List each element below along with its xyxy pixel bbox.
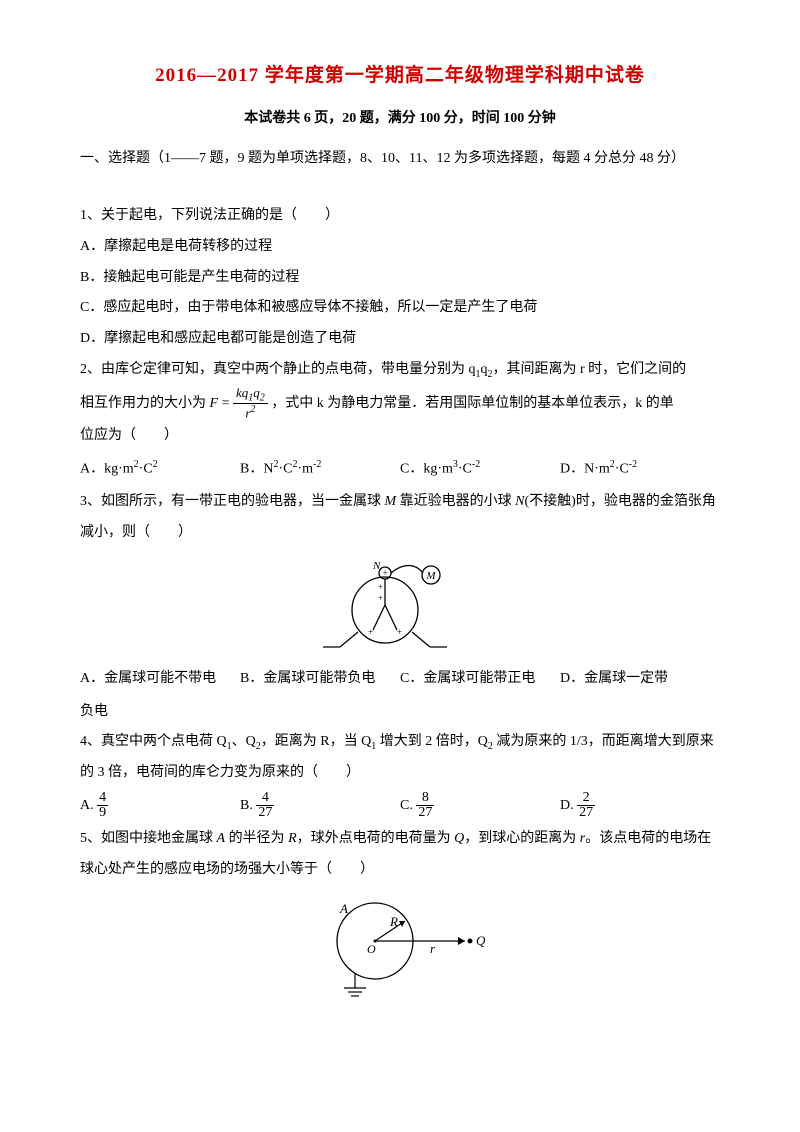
q1-optC: C．感应起电时，由于带电体和被感应导体不接触，所以一定是产生了电荷: [80, 293, 720, 324]
q2-optC: C．kg·m3·C-2: [400, 454, 560, 485]
label-N: N: [372, 560, 381, 572]
grounded-sphere-icon: O A R r Q: [300, 891, 500, 1001]
page-subtitle: 本试卷共 6 页，20 题，满分 100 分，时间 100 分钟: [80, 107, 720, 127]
q4-optC: C. 827: [400, 791, 560, 822]
q4-B-frac: 427: [256, 791, 274, 820]
q4-D-label: D.: [560, 798, 574, 813]
q3-optC: C．金属球可能带正电: [400, 664, 560, 695]
q3-stem: 3、如图所示，有一带正电的验电器，当一金属球 M 靠近验电器的小球 N(不接触)…: [80, 487, 720, 549]
q3-options: A．金属球可能不带电 B．金属球可能带负电 C．金属球可能带正电 D．金属球一定…: [80, 664, 720, 695]
q4-A-label: A.: [80, 798, 94, 813]
q4-C-label: C.: [400, 798, 413, 813]
q2-stem2a: 相互作用力的大小为: [80, 396, 206, 411]
label-A: A: [339, 901, 348, 916]
svg-text:+: +: [378, 582, 383, 592]
svg-text:+: +: [397, 627, 402, 637]
svg-text:+: +: [378, 593, 383, 603]
page-title: 2016—2017 学年度第一学期高二年级物理学科期中试卷: [80, 60, 720, 87]
q2-num: kq1q2: [233, 386, 268, 404]
q3-figure: + N + + + + M: [80, 555, 720, 660]
exam-page: 2016—2017 学年度第一学期高二年级物理学科期中试卷 本试卷共 6 页，2…: [0, 0, 800, 1132]
q4-B-label: B.: [240, 798, 253, 813]
q2-optB: B．N2·C2·m-2: [240, 454, 400, 485]
q3-optA: A．金属球可能不带电: [80, 664, 240, 695]
q2-den: r2: [233, 403, 268, 421]
label-R: R: [389, 914, 398, 929]
equals-sign: =: [222, 396, 233, 411]
q2-stem2b: ，式中 k 为静电力常量．若用国际单位制的基本单位表示，k 的单: [271, 396, 674, 411]
q4-D-frac: 227: [577, 791, 595, 820]
label-M: M: [425, 570, 436, 582]
electroscope-icon: + N + + + + M: [315, 555, 485, 655]
section-intro: 一、选择题（1——7 题，9 题为单项选择题，8、10、11、12 为多项选择题…: [80, 145, 720, 173]
q2-optD: D．N·m2·C-2: [560, 454, 720, 485]
q4-A-frac: 49: [97, 791, 108, 820]
q2-line1: 2、由库仑定律可知，真空中两个静止的点电荷，带电量分别为 q1q2，其间距离为 …: [80, 355, 720, 386]
q4-stem: 4、真空中两个点电荷 Q1、Q2，距离为 R，当 Q1 增大到 2 倍时，Q2 …: [80, 727, 720, 789]
q4-C-frac: 827: [416, 791, 434, 820]
q2-options: A．kg·m2·C2 B．N2·C2·m-2 C．kg·m3·C-2 D．N·m…: [80, 454, 720, 485]
q4-options: A. 49 B. 427 C. 827 D. 227: [80, 791, 720, 822]
q1-optA: A．摩擦起电是电荷转移的过程: [80, 232, 720, 263]
q1-stem: 1、关于起电，下列说法正确的是（ ）: [80, 201, 720, 232]
q5-figure: O A R r Q: [80, 891, 720, 1006]
q2-line2: 相互作用力的大小为 F = kq1q2 r2 ，式中 k 为静电力常量．若用国际…: [80, 386, 720, 421]
q1-optB: B．接触起电可能是产生电荷的过程: [80, 263, 720, 294]
q2-stem1b: ，其间距离为 r 时，它们之间的: [493, 362, 687, 377]
q2-F: F: [210, 396, 219, 411]
q3-optD: D．金属球一定带: [560, 664, 720, 695]
svg-text:+: +: [368, 627, 373, 637]
q3-optB: B．金属球可能带负电: [240, 664, 400, 695]
q1-optD: D．摩擦起电和感应起电都可能是创造了电荷: [80, 324, 720, 355]
q4-optD: D. 227: [560, 791, 720, 822]
label-r: r: [430, 941, 436, 956]
q5-stem: 5、如图中接地金属球 A 的半径为 R，球外点电荷的电荷量为 Q，到球心的距离为…: [80, 824, 720, 886]
plus-sign: +: [382, 568, 387, 578]
q4-optB: B. 427: [240, 791, 400, 822]
label-Q: Q: [476, 933, 486, 948]
q2-fraction: kq1q2 r2: [233, 386, 268, 421]
q2-stem1: 2、由库仑定律可知，真空中两个静止的点电荷，带电量分别为 q: [80, 362, 476, 377]
q3-optD-cont: 负电: [80, 697, 720, 728]
q2-line3: 位应为（ ）: [80, 421, 720, 452]
q2-optA: A．kg·m2·C2: [80, 454, 240, 485]
q4-optA: A. 49: [80, 791, 240, 822]
label-O: O: [367, 942, 376, 956]
